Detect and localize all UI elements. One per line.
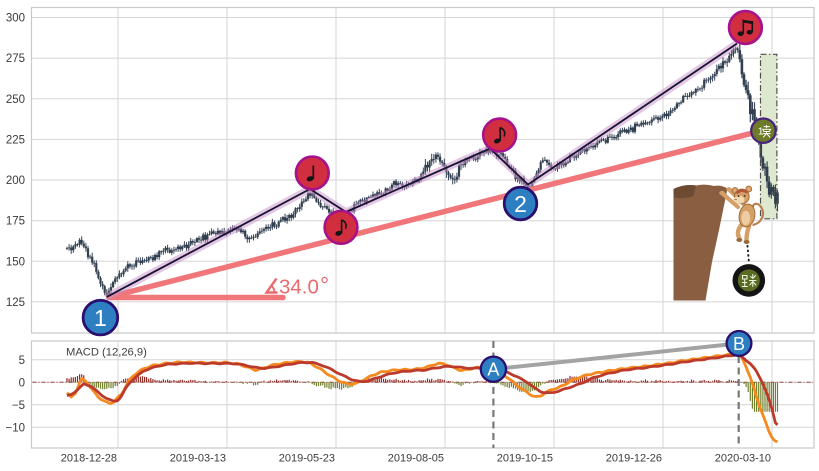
svg-text:2020-03-10: 2020-03-10: [715, 453, 771, 465]
svg-text:1: 1: [94, 305, 107, 331]
svg-text:275: 275: [6, 53, 25, 65]
svg-text:2019-12-26: 2019-12-26: [606, 453, 662, 465]
svg-text:B: B: [733, 334, 745, 354]
svg-text:2019-03-13: 2019-03-13: [170, 453, 226, 465]
svg-text:125: 125: [6, 297, 25, 309]
svg-text:2: 2: [514, 191, 527, 217]
svg-text:175: 175: [6, 216, 25, 228]
svg-text:0: 0: [19, 377, 25, 389]
svg-text:200: 200: [6, 175, 25, 187]
svg-text:2019-05-23: 2019-05-23: [279, 453, 335, 465]
svg-text:2019-10-15: 2019-10-15: [497, 453, 553, 465]
svg-text:300: 300: [6, 13, 25, 25]
svg-text:MACD (12,26,9): MACD (12,26,9): [66, 347, 147, 359]
svg-text:5: 5: [19, 355, 25, 367]
svg-text:1: 1: [758, 126, 764, 138]
svg-text:34.0: 34.0: [279, 276, 319, 299]
svg-text:150: 150: [6, 256, 25, 268]
svg-text:2019-08-05: 2019-08-05: [388, 453, 444, 465]
svg-text:−10: −10: [5, 422, 25, 434]
svg-text:225: 225: [6, 134, 25, 146]
svg-text:2018-12-28: 2018-12-28: [61, 453, 117, 465]
svg-text:−5: −5: [12, 400, 25, 412]
svg-text:A: A: [487, 360, 499, 380]
svg-text:250: 250: [6, 94, 25, 106]
